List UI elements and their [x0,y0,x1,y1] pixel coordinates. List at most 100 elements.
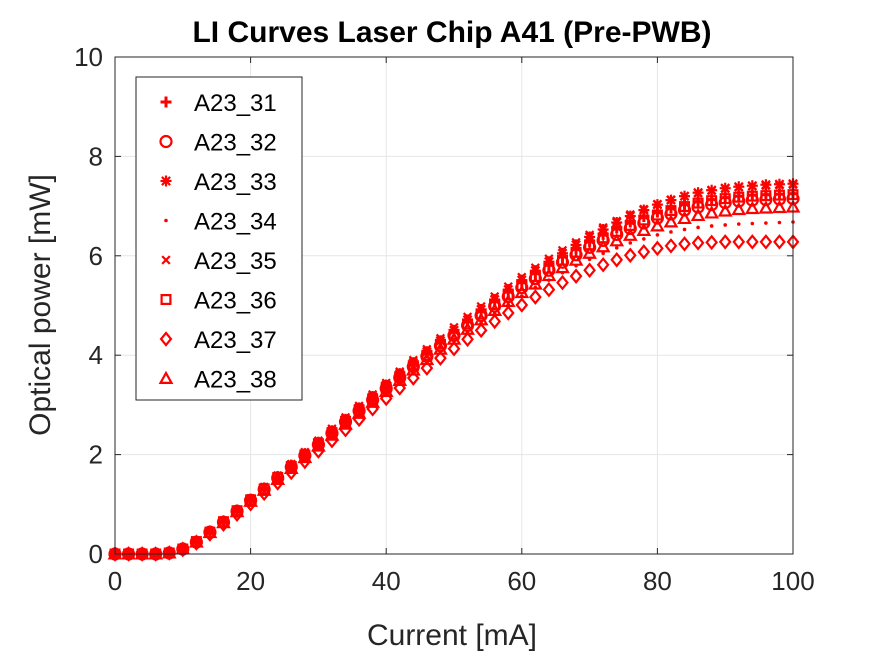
data-point [650,218,665,232]
data-point [419,351,435,366]
data-point [682,227,687,232]
data-point [500,293,516,308]
data-point [188,534,204,548]
data-point [175,541,191,555]
data-point [501,305,515,321]
data-point [612,216,622,226]
data-point [487,302,503,316]
data-point [625,209,635,220]
data-point [528,289,542,305]
x-tick-label: 40 [372,566,401,596]
data-point [723,223,727,227]
data-point [663,214,679,228]
data-point [541,267,557,282]
data-point [583,262,596,279]
data-point [678,236,691,252]
series-A23_38 [107,199,801,560]
data-point [283,460,299,475]
data-point [690,207,706,222]
data-point [434,350,447,366]
legend-entry-label: A23_35 [194,248,277,275]
data-point [664,238,678,254]
legend-marker [160,175,172,187]
legend-marker [159,331,173,347]
x-tick-label: 100 [771,566,814,596]
data-point [760,190,772,202]
data-point [148,546,164,560]
y-tick-label: 0 [89,539,103,569]
data-point [108,546,122,562]
data-point [378,383,394,397]
data-point [433,341,448,355]
data-point [544,254,554,264]
data-point [772,199,787,214]
data-point [637,244,651,260]
data-point [502,289,514,301]
legend-entry-label: A23_31 [194,90,277,117]
data-point [750,221,755,226]
data-point [732,234,746,250]
y-tick-label: 10 [74,42,103,72]
legend-marker [160,294,172,306]
data-point [720,184,730,194]
data-point [434,338,446,350]
data-point [595,239,611,253]
data-point [719,193,731,205]
data-point [736,222,741,226]
data-point [515,297,529,313]
data-point [758,200,774,214]
data-point [121,546,136,560]
legend: A23_31 A23_32 A23_33 A23_34 A23_35 A23_36 A23_… [135,76,303,401]
data-point [571,237,581,248]
data-point [705,234,719,251]
legend-entry-label: A23_36 [194,288,277,315]
data-point [733,191,745,203]
data-point [149,546,163,562]
data-point [448,328,460,340]
data-point [777,220,782,225]
data-point [462,318,474,330]
data-point [706,195,718,207]
legend-marker [159,134,173,149]
data-point [421,349,433,361]
data-point [709,224,714,228]
y-tick-label: 8 [89,141,103,171]
data-point [517,272,527,282]
data-point [542,281,556,298]
plot-frame [114,56,794,555]
y-axis-ticks: 0 2 4 6 8 10 [74,42,793,569]
data-point [610,251,624,268]
data-point [639,204,649,214]
data-point [243,493,258,507]
x-axis-label: Current [mA] [367,619,537,652]
legend-entry-label: A23_38 [194,367,277,394]
data-point [365,394,381,408]
data-point [642,237,646,241]
data-point [135,546,149,562]
data-point [677,210,692,225]
data-point [514,284,530,299]
data-point [460,321,475,335]
x-tick-label: 0 [108,566,122,596]
y-axis-label: Optical power [mW] [24,174,57,436]
data-point [338,416,353,430]
data-point [324,427,340,441]
data-point [759,234,773,250]
y-tick-label: 6 [89,241,103,271]
data-point [351,405,367,419]
data-point [530,263,540,273]
data-point [636,222,652,236]
legend-marker [158,370,174,384]
x-tick-label: 60 [507,566,536,596]
chart-title: LI Curves Laser Chip A41 (Pre-PWB) [192,16,711,49]
data-point [655,233,660,237]
data-point [707,186,717,196]
data-point [666,195,676,205]
data-point [746,190,758,202]
data-point [446,331,462,345]
data-point [556,274,569,291]
data-point [569,268,583,284]
data-point [623,247,637,264]
data-point [696,225,700,230]
data-point [407,360,419,372]
